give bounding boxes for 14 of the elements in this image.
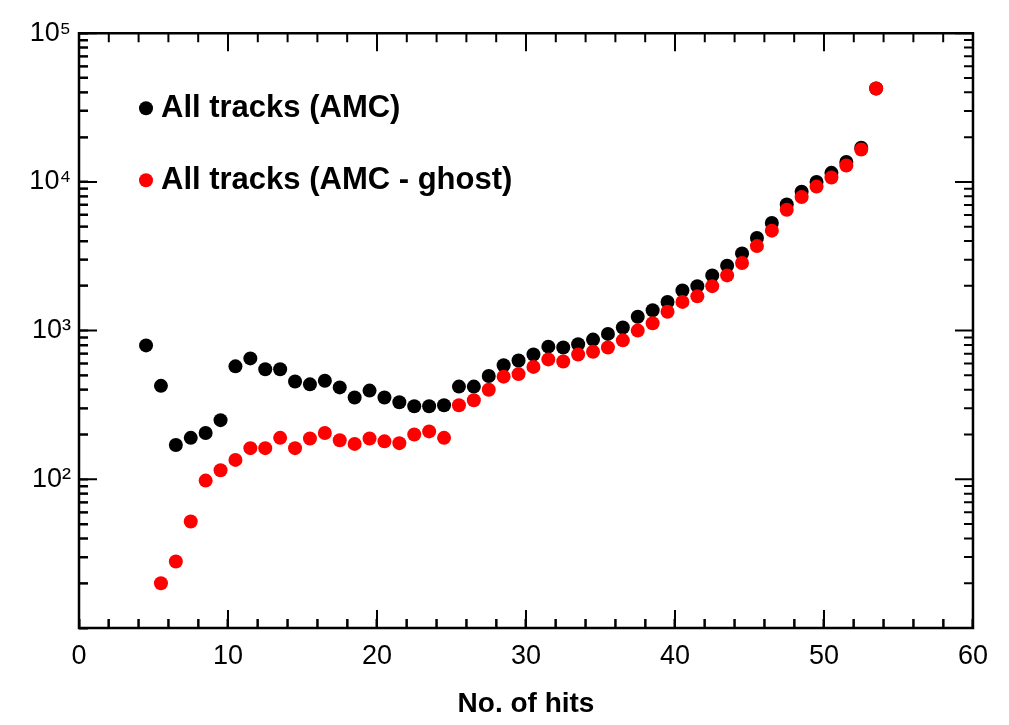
y-tick-label: 10² <box>31 462 71 493</box>
x-tick-label: 50 <box>808 639 840 670</box>
y-tick-label: 10⁴ <box>29 165 71 196</box>
x-tick-label: 10 <box>212 639 244 670</box>
x-axis-title: No. of hits <box>457 686 595 718</box>
x-tick-label: 60 <box>957 639 989 670</box>
x-tick-label: 30 <box>510 639 542 670</box>
legend-label: All tracks (AMC - ghost) <box>161 160 513 196</box>
x-tick-label: 40 <box>659 639 691 670</box>
y-tick-label: 10³ <box>31 314 71 345</box>
x-tick-label: 20 <box>361 639 393 670</box>
x-tick-label: 0 <box>71 639 87 670</box>
y-tick-label: 10⁵ <box>29 16 71 47</box>
legend-label: All tracks (AMC) <box>161 88 401 124</box>
